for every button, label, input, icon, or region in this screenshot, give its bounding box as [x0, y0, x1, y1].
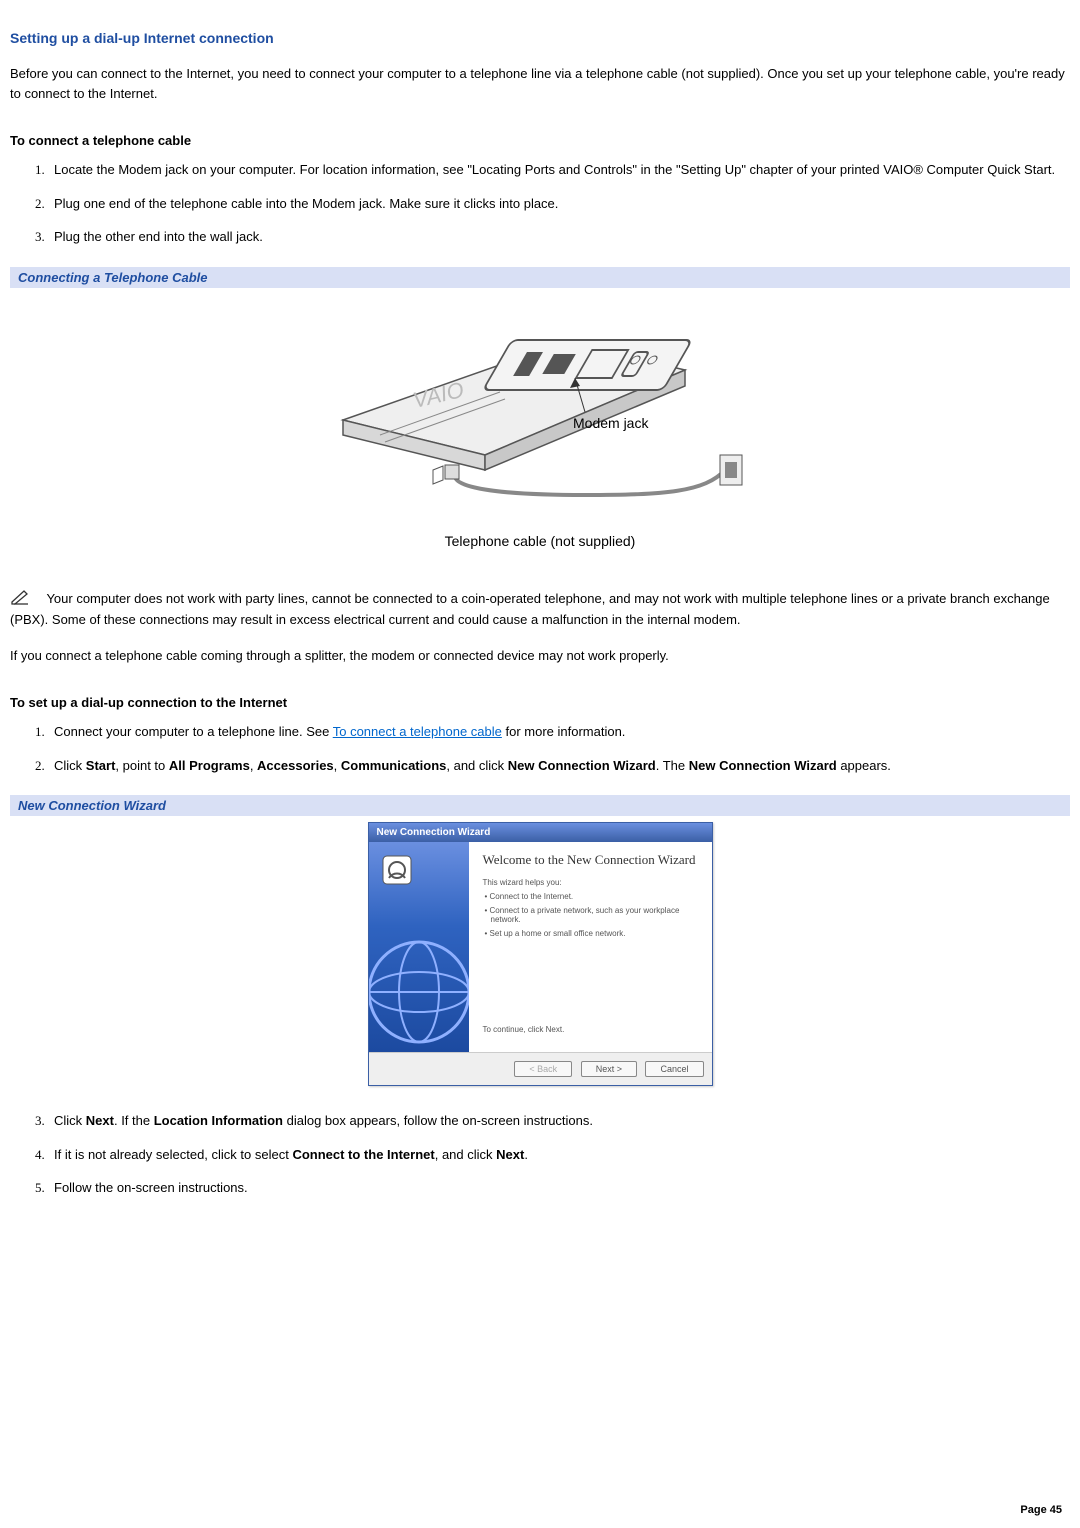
- steps1-item: Plug one end of the telephone cable into…: [48, 194, 1070, 214]
- wizard-footer: < Back Next > Cancel: [369, 1052, 712, 1085]
- steps2-item: If it is not already selected, click to …: [48, 1145, 1070, 1165]
- section2-heading: To set up a dial-up connection to the In…: [10, 695, 1070, 710]
- intro-paragraph: Before you can connect to the Internet, …: [10, 64, 1070, 103]
- connect-cable-link[interactable]: To connect a telephone cable: [333, 724, 502, 739]
- wizard-figure: New Connection Wizard Welcome to the New…: [10, 816, 1070, 1111]
- page-title: Setting up a dial-up Internet connection: [10, 30, 1070, 46]
- wizard-bullet: Set up a home or small office network.: [491, 929, 698, 938]
- steps2-list-cont: Click Next. If the Location Information …: [20, 1111, 1070, 1198]
- wizard-bullet: Connect to the Internet.: [491, 892, 698, 901]
- wizard-window: New Connection Wizard Welcome to the New…: [368, 822, 713, 1086]
- steps1-list: Locate the Modem jack on your computer. …: [20, 160, 1070, 247]
- figure1-box: VAIO Modem jack: [10, 288, 1070, 559]
- steps2-item: Connect your computer to a telephone lin…: [48, 722, 1070, 742]
- steps1-item: Plug the other end into the wall jack.: [48, 227, 1070, 247]
- laptop-diagram: VAIO Modem jack: [325, 300, 755, 549]
- wizard-cancel-button[interactable]: Cancel: [645, 1061, 703, 1077]
- figure1-caption: Connecting a Telephone Cable: [10, 267, 1070, 288]
- note-text: Your computer does not work with party l…: [10, 591, 1050, 628]
- wizard-side-graphic: [369, 842, 469, 1052]
- wizard-next-button[interactable]: Next >: [581, 1061, 637, 1077]
- steps2-item: Follow the on-screen instructions.: [48, 1178, 1070, 1198]
- figure2-caption: New Connection Wizard: [10, 795, 1070, 816]
- steps1-item: Locate the Modem jack on your computer. …: [48, 160, 1070, 180]
- modem-jack-label: Modem jack: [573, 415, 649, 431]
- steps2-list: Connect your computer to a telephone lin…: [20, 722, 1070, 775]
- cable-not-supplied-label: Telephone cable (not supplied): [325, 533, 755, 549]
- splitter-paragraph: If you connect a telephone cable coming …: [10, 646, 1070, 666]
- note-paragraph: Your computer does not work with party l…: [10, 589, 1070, 630]
- steps2-item: Click Start, point to All Programs, Acce…: [48, 756, 1070, 776]
- steps2-item: Click Next. If the Location Information …: [48, 1111, 1070, 1131]
- page-number: Page 45: [1020, 1504, 1062, 1516]
- page: Setting up a dial-up Internet connection…: [0, 0, 1080, 1528]
- section1-heading: To connect a telephone cable: [10, 133, 1070, 148]
- wizard-content: Welcome to the New Connection Wizard Thi…: [469, 842, 712, 1052]
- wizard-heading: Welcome to the New Connection Wizard: [483, 852, 698, 868]
- note-icon: [10, 589, 32, 611]
- wizard-titlebar: New Connection Wizard: [369, 823, 712, 842]
- wizard-intro: This wizard helps you:: [483, 878, 698, 887]
- wizard-back-button[interactable]: < Back: [514, 1061, 572, 1077]
- wizard-bullet: Connect to a private network, such as yo…: [491, 906, 698, 924]
- wizard-continue: To continue, click Next.: [483, 1025, 565, 1034]
